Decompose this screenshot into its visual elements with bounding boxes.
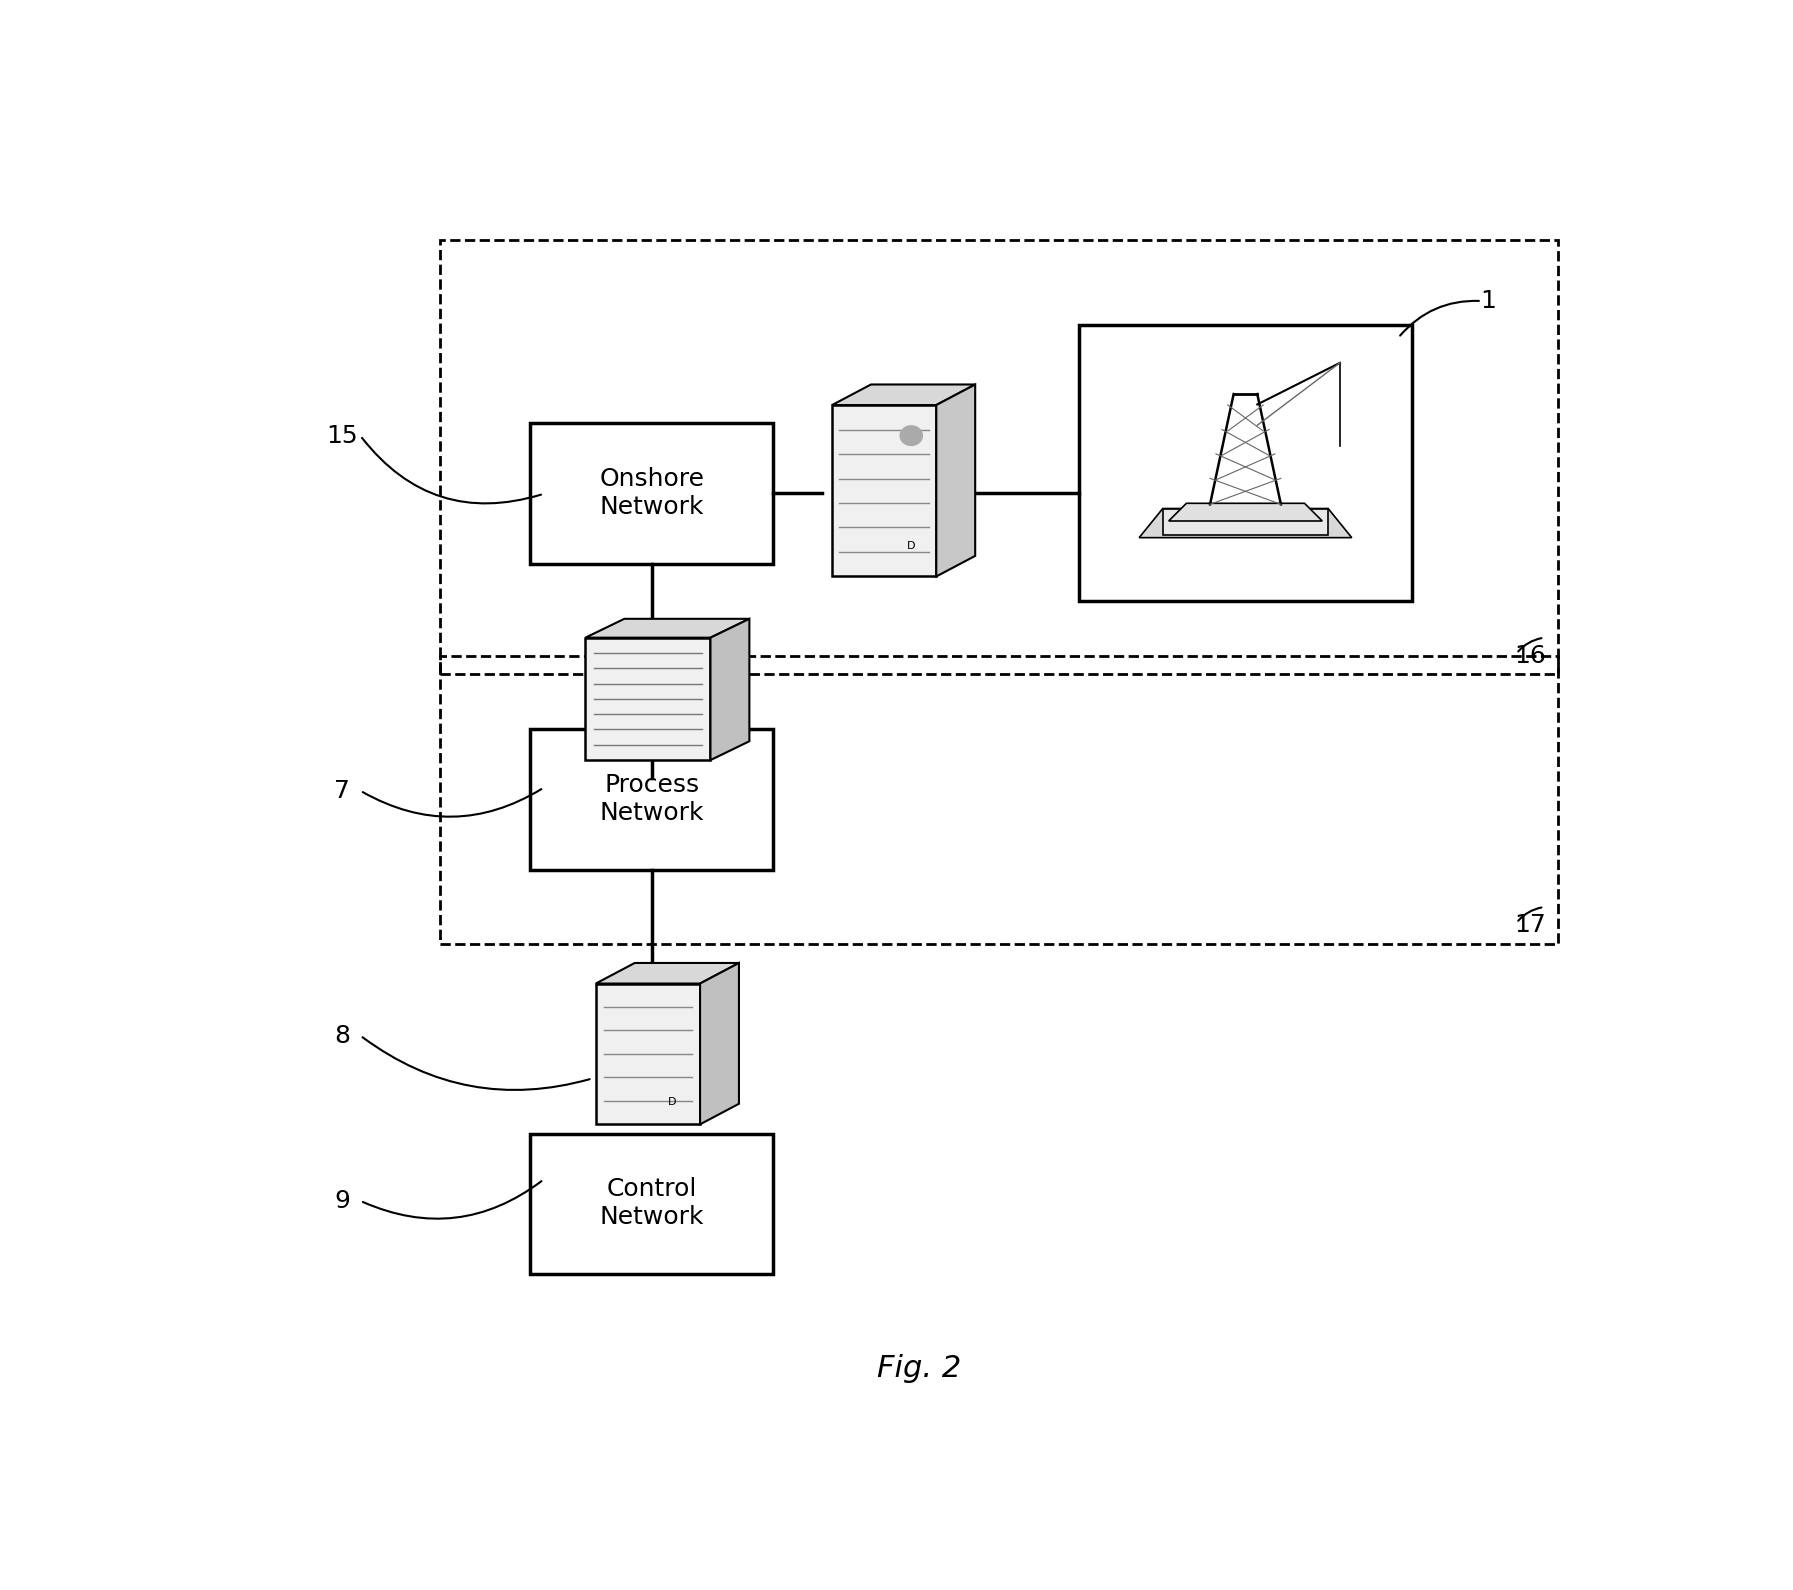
Text: 1: 1 xyxy=(1481,289,1497,313)
Polygon shape xyxy=(699,964,739,1124)
Polygon shape xyxy=(1169,504,1321,522)
Text: 17: 17 xyxy=(1515,913,1546,938)
Polygon shape xyxy=(586,638,710,760)
Polygon shape xyxy=(832,385,975,405)
Bar xyxy=(1079,326,1413,601)
Polygon shape xyxy=(1164,509,1329,534)
Text: Control
Network: Control Network xyxy=(601,1178,705,1229)
Bar xyxy=(531,730,773,870)
Bar xyxy=(531,423,773,564)
Circle shape xyxy=(900,426,922,445)
Text: 15: 15 xyxy=(326,423,359,448)
Polygon shape xyxy=(586,619,749,638)
Text: Fig. 2: Fig. 2 xyxy=(877,1355,961,1383)
Text: 16: 16 xyxy=(1515,644,1546,668)
Bar xyxy=(439,240,1558,674)
Bar xyxy=(531,1134,773,1274)
Text: D: D xyxy=(907,541,916,550)
Text: D: D xyxy=(669,1097,676,1107)
Polygon shape xyxy=(1139,509,1352,537)
Polygon shape xyxy=(832,405,936,577)
Polygon shape xyxy=(710,619,749,760)
Text: 8: 8 xyxy=(333,1024,350,1048)
Polygon shape xyxy=(936,385,975,577)
Text: 7: 7 xyxy=(333,779,350,803)
Text: 9: 9 xyxy=(333,1189,350,1213)
Polygon shape xyxy=(595,984,699,1124)
Bar xyxy=(439,657,1558,944)
Text: Process
Network: Process Network xyxy=(601,773,705,825)
Text: Onshore
Network: Onshore Network xyxy=(599,467,705,518)
Polygon shape xyxy=(595,964,739,984)
